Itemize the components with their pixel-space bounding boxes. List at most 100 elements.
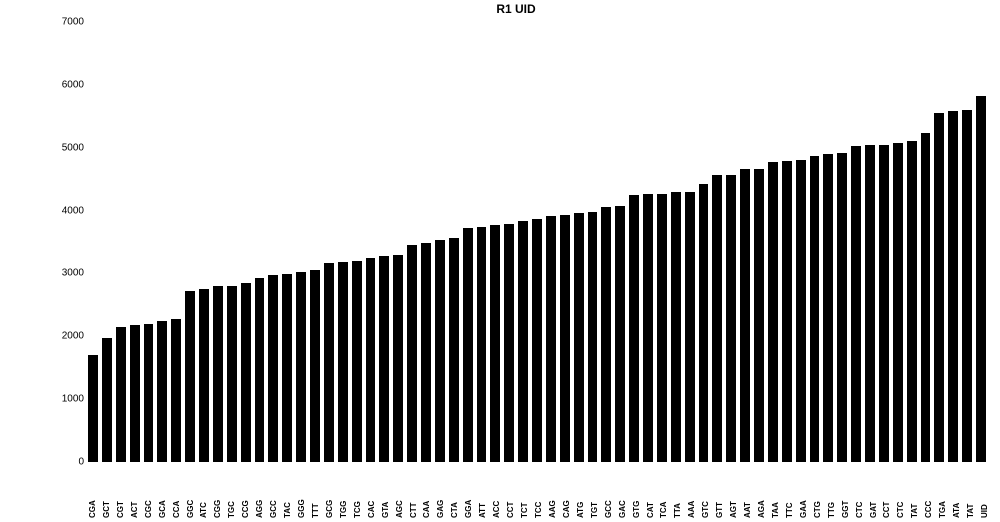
x-tick-label: GAG <box>436 500 438 518</box>
x-tick-label: GTC <box>701 501 703 518</box>
x-tick-label: CCA <box>172 501 174 518</box>
x-tick-label: CGG <box>213 500 215 518</box>
x-tick-label: AGA <box>757 500 759 518</box>
bar <box>213 286 223 462</box>
x-tick-label: CCT <box>506 502 508 518</box>
x-tick-label: TTG <box>827 502 829 518</box>
x-tick-label: CTT <box>409 502 411 518</box>
bar <box>435 240 445 463</box>
bar <box>268 275 278 462</box>
bar <box>685 192 695 462</box>
x-tick-label: TGA <box>938 501 940 518</box>
x-tick-label: UID <box>980 504 982 518</box>
x-tick-label: ATA <box>952 503 954 518</box>
x-tick-label: CAA <box>422 501 424 518</box>
x-tick-label: CCT <box>882 502 884 518</box>
bar <box>185 291 195 462</box>
x-tick-label: CTA <box>450 502 452 518</box>
bar <box>823 154 833 462</box>
x-tick-label: TTT <box>311 503 313 518</box>
bar <box>88 355 98 462</box>
x-tick-label: TCT <box>520 502 522 518</box>
x-tick-label: GCC <box>604 500 606 518</box>
bar <box>518 221 528 462</box>
bar <box>366 258 376 462</box>
x-tick-label: CAT <box>646 502 648 518</box>
x-tick-label: AAA <box>687 501 689 518</box>
x-tick-label: CTG <box>813 501 815 518</box>
bar <box>338 262 348 462</box>
x-tick-label: CGA <box>88 500 90 518</box>
x-tick-label: CTC <box>896 502 898 518</box>
bar <box>962 110 972 462</box>
bar <box>810 156 820 462</box>
bar <box>976 96 986 462</box>
x-tick-label: TCG <box>353 501 355 518</box>
bar <box>379 256 389 462</box>
bar <box>601 207 611 462</box>
x-tick-label: TAA <box>771 502 773 518</box>
x-tick-label: TGT <box>590 502 592 518</box>
y-tick-label: 6000 <box>44 79 84 90</box>
r1-uid-bar-chart: R1 UID 01000200030004000500060007000 CGA… <box>36 0 996 522</box>
bar <box>615 206 625 462</box>
bar <box>282 274 292 462</box>
bar <box>130 325 140 462</box>
x-tick-label: GGG <box>297 499 299 518</box>
bar <box>907 141 917 462</box>
bar <box>782 161 792 462</box>
bar <box>643 194 653 462</box>
bar <box>726 175 736 462</box>
bar <box>102 338 112 462</box>
bar <box>310 270 320 462</box>
bar <box>352 261 362 462</box>
x-tick-label: AGC <box>395 500 397 518</box>
x-tick-label: AGG <box>255 500 257 518</box>
bar <box>837 153 847 462</box>
bar <box>241 283 251 462</box>
bar <box>477 227 487 462</box>
bar <box>754 169 764 462</box>
x-tick-label: TGG <box>339 501 341 518</box>
x-tick-label: GGC <box>186 500 188 518</box>
x-tick-label: TAT <box>910 504 912 518</box>
y-tick-label: 0 <box>44 457 84 468</box>
x-tick-label: AGT <box>729 501 731 518</box>
bar <box>671 192 681 462</box>
bar <box>144 324 154 462</box>
x-tick-label: CGT <box>116 501 118 518</box>
bar <box>712 175 722 462</box>
bar <box>490 225 500 462</box>
x-tick-label: GCA <box>158 500 160 518</box>
bar <box>796 160 806 462</box>
bar <box>116 327 126 462</box>
y-tick-label: 2000 <box>44 331 84 342</box>
bar <box>421 243 431 462</box>
x-tick-label: TTC <box>785 502 787 518</box>
bar <box>560 215 570 462</box>
x-tick-label: AAT <box>743 502 745 518</box>
bar <box>629 195 639 462</box>
bar <box>588 212 598 462</box>
bar <box>948 111 958 462</box>
bar <box>740 169 750 462</box>
bar <box>934 113 944 462</box>
x-tick-label: ATG <box>576 502 578 518</box>
bar <box>879 145 889 462</box>
x-tick-label: TAC <box>283 502 285 518</box>
bar <box>227 286 237 462</box>
x-tick-label: GAA <box>799 500 801 518</box>
x-tick-label: GGA <box>464 500 466 518</box>
bar <box>768 162 778 462</box>
x-tick-label: GTT <box>715 502 717 518</box>
x-tick-label: GCC <box>269 500 271 518</box>
x-tick-label: GTG <box>632 501 634 518</box>
bar <box>921 133 931 462</box>
x-tick-label: CTC <box>855 502 857 518</box>
y-tick-label: 7000 <box>44 17 84 28</box>
x-tick-label: ACT <box>130 502 132 518</box>
x-tick-label: AAG <box>548 500 550 518</box>
x-tick-label: GGT <box>841 501 843 518</box>
x-tick-label: GTA <box>381 502 383 518</box>
x-tick-label: GAT <box>869 502 871 518</box>
